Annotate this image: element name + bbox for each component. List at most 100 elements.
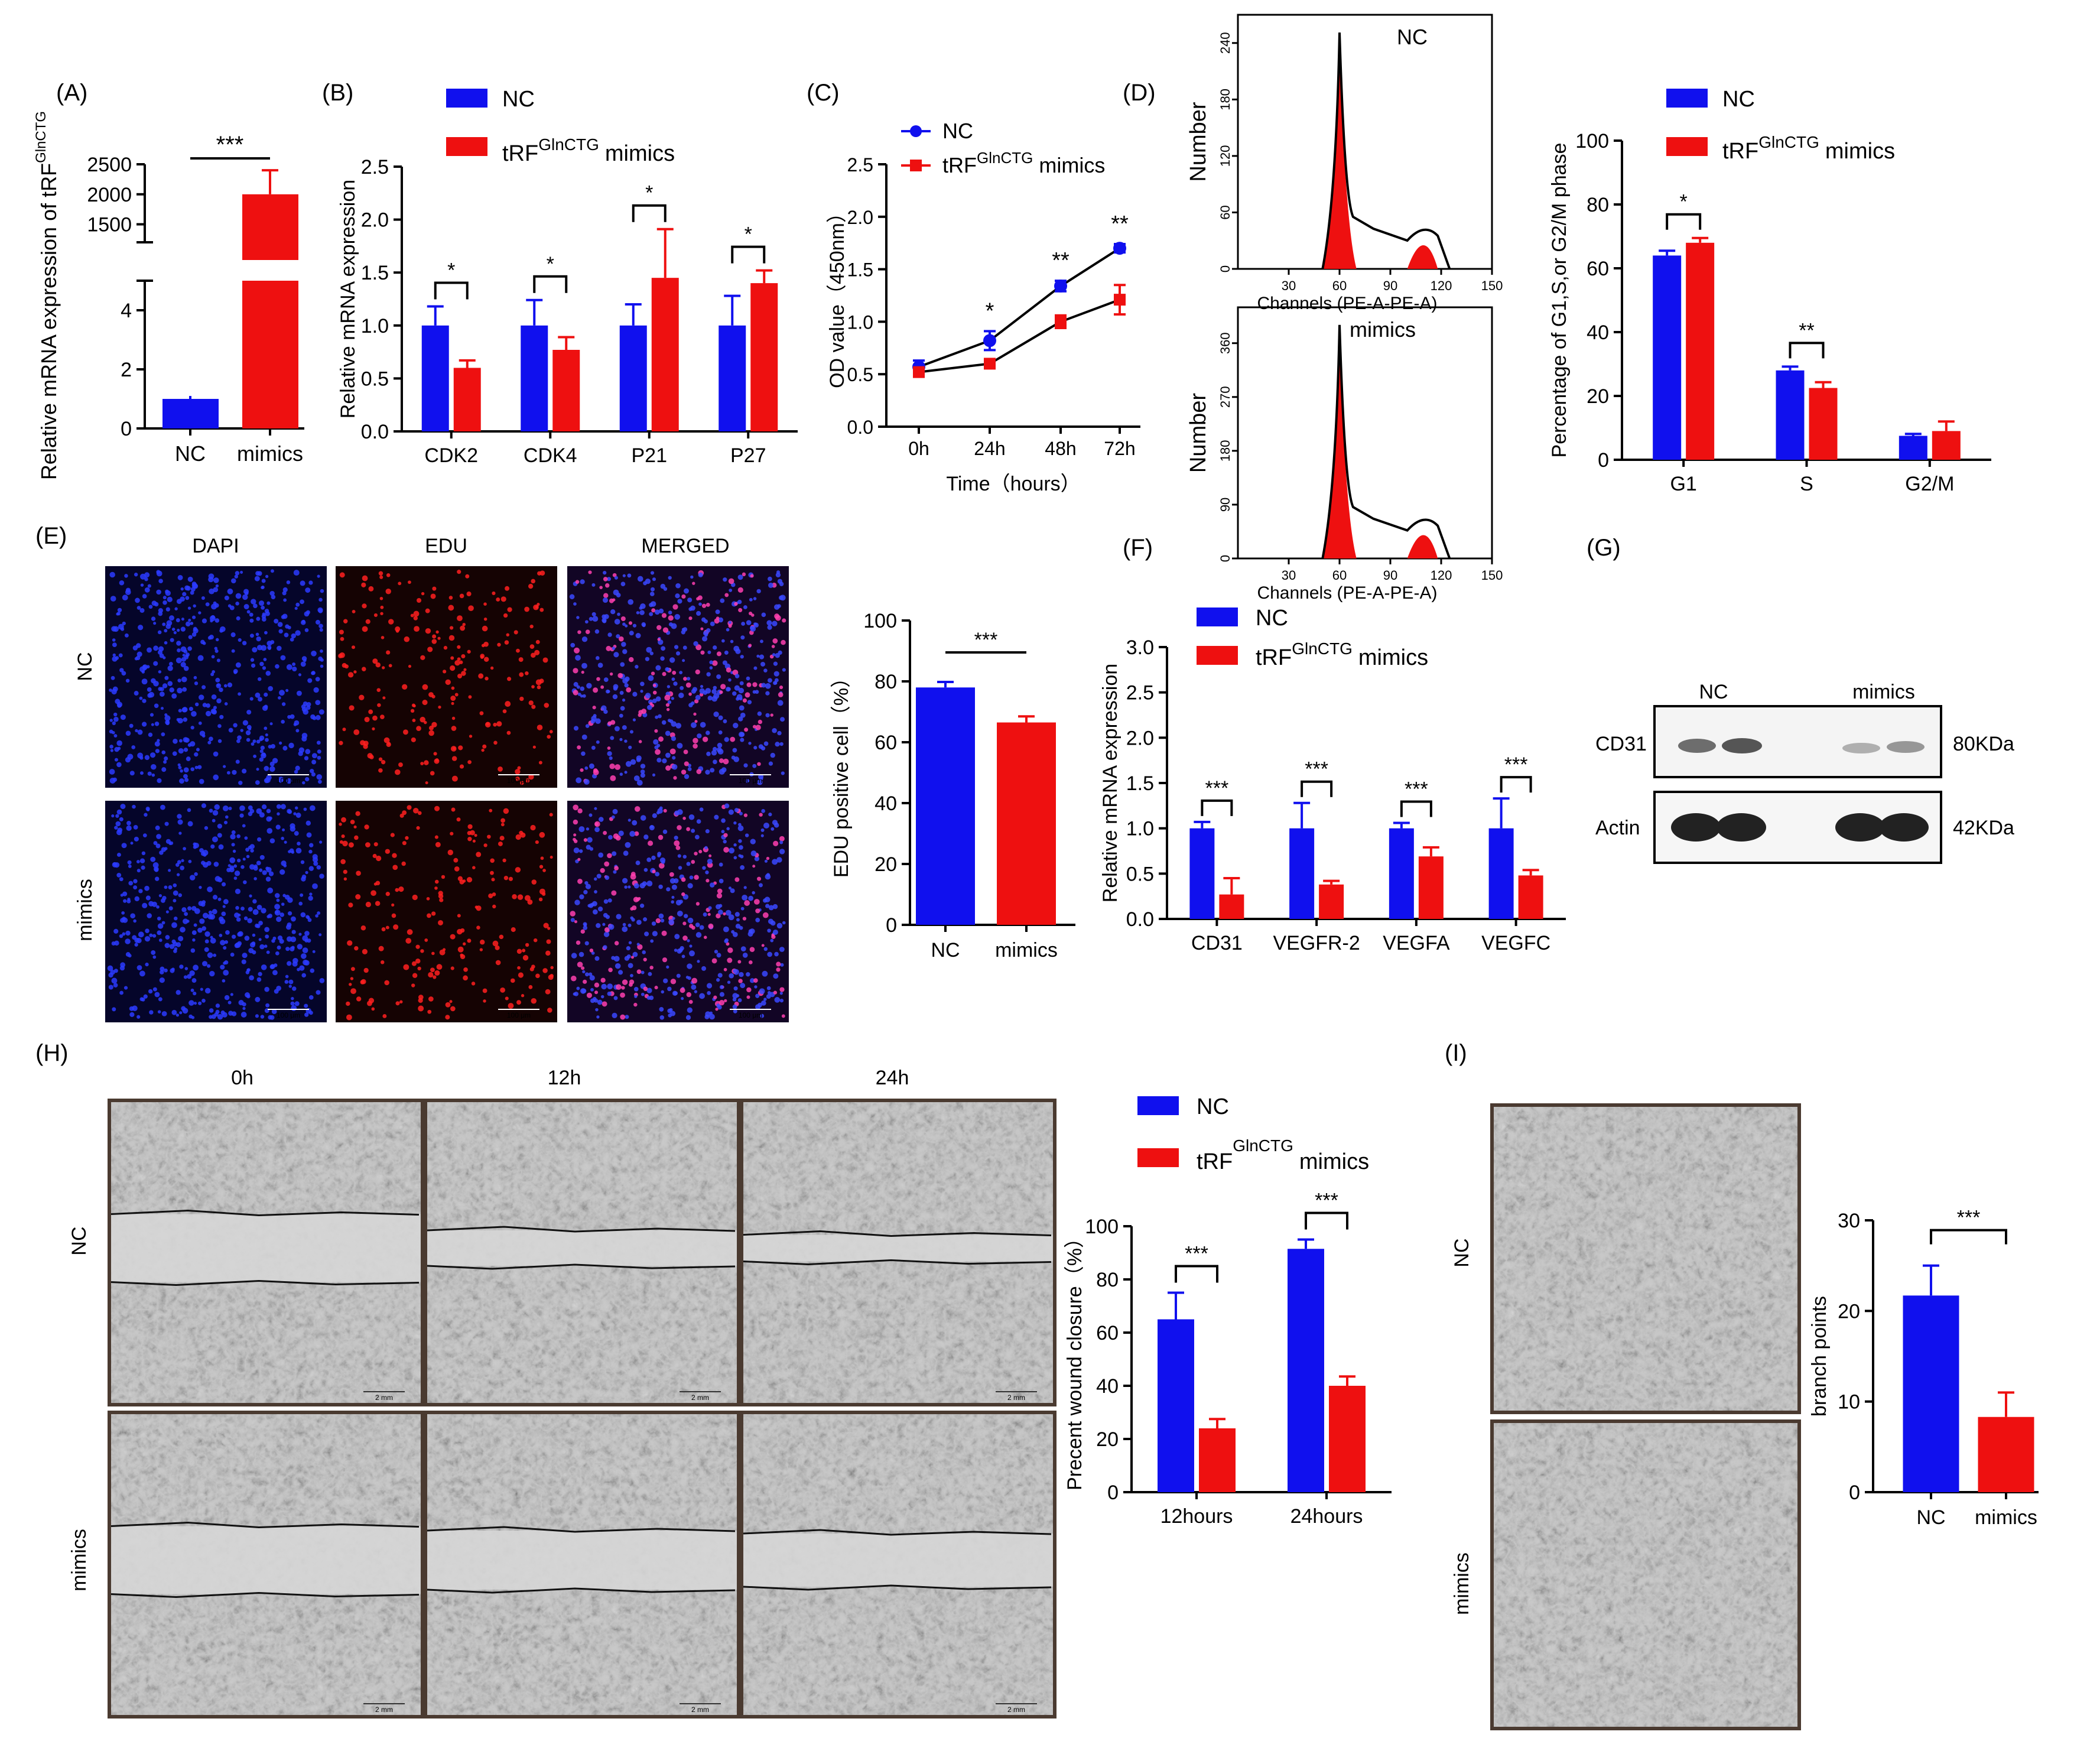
nucleus-dot — [311, 650, 317, 657]
nucleus-dot — [777, 730, 782, 736]
nucleus-dot — [290, 637, 294, 642]
nucleus-dot — [341, 834, 345, 839]
nucleus-dot — [291, 916, 296, 922]
nucleus-dot — [236, 616, 240, 621]
nucleus-dot — [454, 866, 460, 872]
nucleus-dot — [134, 836, 139, 842]
nucleus-dot — [528, 700, 534, 706]
legend-c-mimics-marker — [910, 160, 922, 171]
nucleus-dot — [697, 960, 700, 963]
nucleus-dot — [108, 985, 113, 990]
nucleus-dot — [306, 832, 312, 838]
nucleus-dot — [550, 966, 554, 970]
nucleus-dot — [738, 839, 742, 843]
nucleus-dot — [753, 978, 758, 983]
nucleus-dot — [168, 869, 171, 872]
nucleus-dot — [117, 703, 122, 708]
nucleus-dot — [147, 693, 152, 698]
nucleus-dot — [210, 708, 217, 714]
nucleus-dot — [758, 1002, 762, 1008]
nucleus-dot — [474, 833, 477, 837]
nucleus-dot — [213, 774, 219, 781]
nucleus-dot — [467, 760, 472, 765]
nucleus-dot — [737, 587, 743, 593]
nucleus-dot — [539, 570, 545, 576]
nucleus-dot — [604, 875, 610, 881]
nucleus-dot — [285, 947, 290, 951]
nucleus-dot — [705, 1011, 711, 1017]
nucleus-dot — [134, 691, 139, 696]
nucleus-dot — [538, 897, 543, 902]
nucleus-dot — [625, 842, 631, 848]
nucleus-dot — [681, 892, 685, 896]
nucleus-dot — [628, 599, 634, 605]
nucleus-dot — [147, 647, 152, 653]
nucleus-dot — [128, 881, 134, 886]
nucleus-dot — [410, 613, 414, 618]
nucleus-dot — [193, 992, 197, 996]
nucleus-dot — [212, 895, 218, 900]
nucleus-dot — [600, 705, 607, 712]
nucleus-dot — [732, 748, 737, 753]
nucleus-dot — [297, 944, 303, 950]
nucleus-dot — [658, 834, 664, 840]
nucleus-dot — [708, 854, 712, 857]
panel-i-row-nc: NC — [1451, 1238, 1473, 1267]
nucleus-dot — [454, 660, 460, 666]
nucleus-dot — [256, 860, 261, 866]
nucleus-dot — [160, 804, 165, 810]
nucleus-dot — [766, 986, 771, 990]
nucleus-dot — [151, 950, 156, 955]
y-axis-label: Number — [1186, 393, 1211, 473]
nucleus-dot — [716, 674, 721, 680]
nucleus-dot — [719, 985, 724, 989]
nucleus-dot — [591, 951, 595, 955]
nucleus-dot — [460, 928, 465, 933]
y-tick-label: 1.5 — [847, 259, 873, 281]
nucleus-dot — [120, 918, 125, 923]
nucleus-dot — [162, 622, 166, 626]
nucleus-dot — [517, 766, 521, 770]
nucleus-dot — [720, 598, 725, 603]
nucleus-dot — [728, 914, 734, 921]
nucleus-dot — [318, 779, 322, 784]
nucleus-dot — [220, 940, 226, 946]
nucleus-dot — [207, 886, 213, 892]
nucleus-dot — [183, 918, 188, 924]
nucleus-dot — [227, 1000, 232, 1005]
nucleus-dot — [593, 998, 599, 1003]
nucleus-dot — [730, 888, 735, 894]
nucleus-dot — [168, 842, 172, 846]
nucleus-dot — [310, 968, 315, 973]
scale-bar-label: 100 μm — [739, 1011, 762, 1019]
nucleus-dot — [457, 673, 463, 678]
nucleus-dot — [222, 805, 229, 811]
nucleus-dot — [264, 692, 268, 697]
nucleus-dot — [677, 809, 683, 816]
significance-label: *** — [1957, 1207, 1981, 1229]
nucleus-dot — [624, 885, 628, 889]
nucleus-dot — [259, 855, 265, 860]
nucleus-dot — [744, 727, 749, 732]
significance-bracket — [632, 204, 667, 222]
nucleus-dot — [732, 1004, 737, 1009]
nucleus-dot — [709, 1011, 713, 1015]
bar-mimics — [552, 350, 580, 431]
nucleus-dot — [590, 987, 594, 992]
nucleus-dot — [181, 1006, 186, 1011]
nucleus-dot — [701, 603, 707, 608]
nucleus-dot — [705, 829, 710, 834]
nucleus-dot — [304, 1012, 309, 1017]
nucleus-dot — [245, 992, 250, 998]
nucleus-dot — [258, 921, 263, 925]
nucleus-dot — [629, 730, 633, 734]
nucleus-dot — [539, 678, 544, 684]
bar-nc — [1158, 1319, 1194, 1492]
nucleus-dot — [238, 692, 242, 696]
nucleus-dot — [271, 595, 276, 600]
nucleus-dot — [577, 961, 583, 968]
nucleus-dot — [319, 628, 323, 632]
nucleus-dot — [482, 988, 487, 993]
nucleus-dot — [589, 616, 593, 621]
nucleus-dot — [692, 687, 698, 692]
